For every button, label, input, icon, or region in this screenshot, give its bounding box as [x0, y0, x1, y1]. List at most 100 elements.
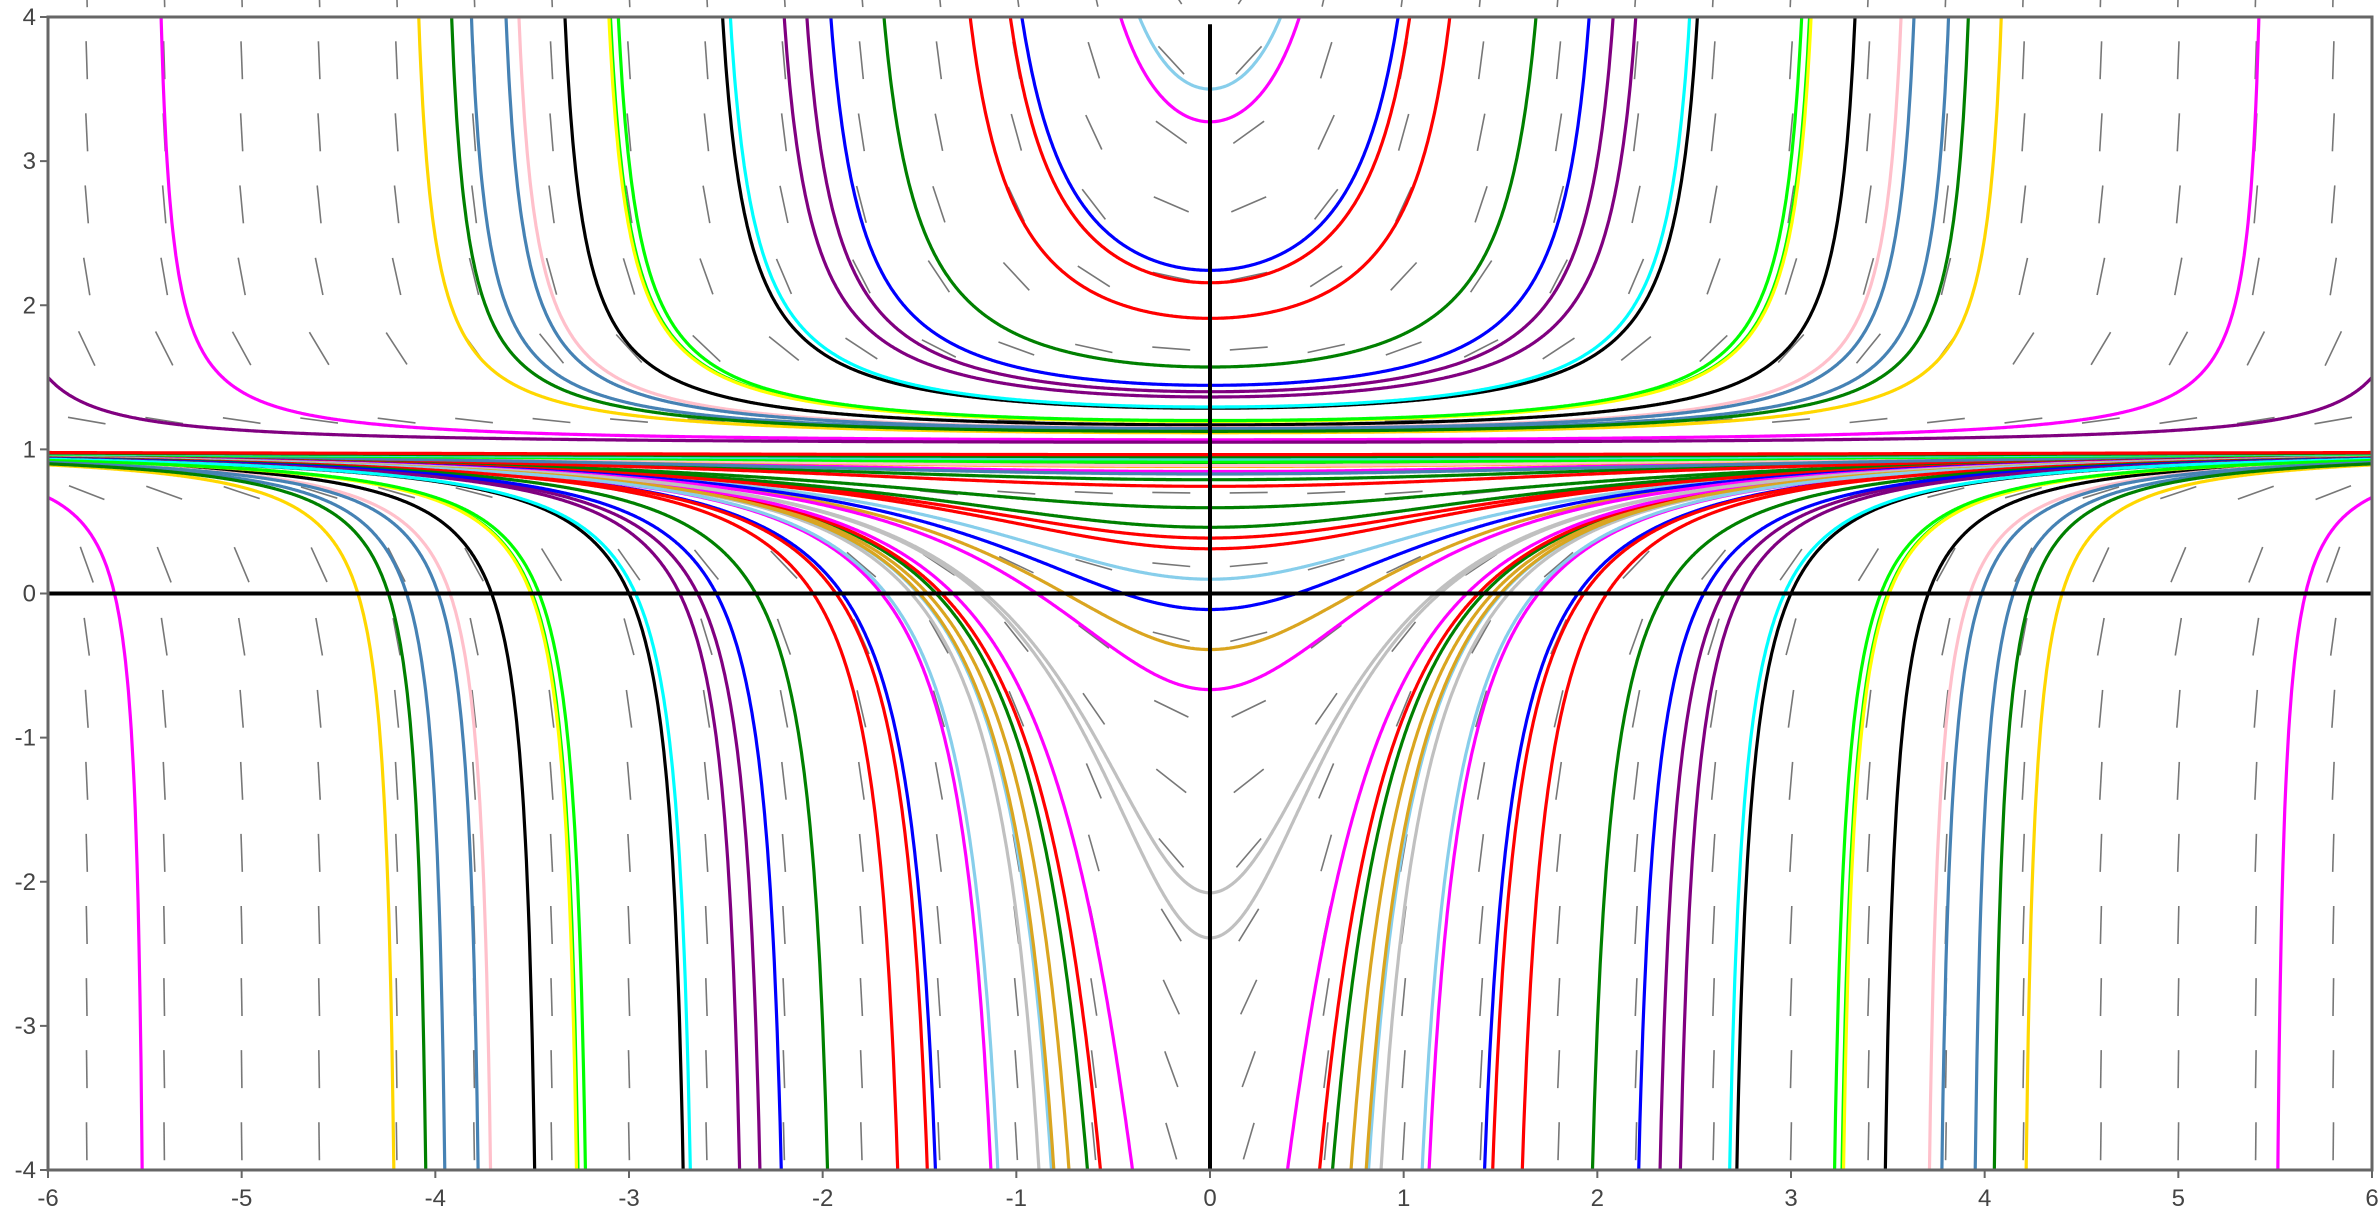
slope-segment — [859, 978, 864, 1017]
slope-segment — [781, 41, 787, 80]
slope-segment — [1232, 120, 1265, 145]
x-tick-label: 5 — [2172, 1185, 2185, 1212]
slope-segment — [1633, 761, 1639, 800]
slope-segment — [2331, 833, 2335, 872]
slope-segment — [1090, 1050, 1097, 1089]
slope-segment — [1087, 41, 1101, 79]
slope-segment — [997, 490, 1036, 495]
slope-segment — [1944, 1122, 1947, 1161]
slope-segment — [2098, 185, 2104, 224]
slope-segment — [1087, 834, 1100, 872]
slope-segment — [1230, 271, 1268, 282]
slope-segment — [1153, 196, 1190, 213]
slope-segment — [2022, 978, 2025, 1017]
slope-segment — [626, 113, 632, 152]
slope-segment — [1555, 41, 1562, 80]
slope-segment — [1942, 185, 1949, 224]
y-tick-label: 0 — [23, 581, 36, 608]
slope-segment — [1707, 618, 1720, 656]
slope-segment — [1927, 487, 1965, 499]
slope-segment — [921, 339, 957, 358]
slope-segment — [2237, 485, 2274, 500]
slope-segment — [1944, 0, 1947, 8]
slope-segment — [1471, 619, 1492, 654]
y-tick-label: 2 — [23, 292, 36, 319]
slope-segment — [162, 41, 166, 80]
slope-segment — [1712, 1122, 1715, 1161]
slope-segment — [1152, 631, 1190, 643]
slope-segment — [1634, 1122, 1638, 1161]
slope-segment — [2332, 905, 2335, 945]
slope-segment — [455, 417, 493, 424]
slope-segment — [1307, 343, 1345, 354]
slope-segment — [1943, 113, 1949, 152]
slope-segment — [2021, 41, 2025, 80]
slope-segment — [1164, 1051, 1179, 1088]
slope-segment — [2330, 185, 2336, 224]
slope-segment — [1789, 978, 1793, 1017]
slope-segment — [1178, 0, 1183, 5]
slope-segment — [2176, 833, 2180, 872]
slope-segment — [1007, 186, 1026, 222]
slope-segment — [1322, 978, 1330, 1016]
slope-segment — [2324, 330, 2343, 367]
slope-segment — [393, 185, 400, 224]
slope-segment — [2329, 617, 2337, 656]
slope-segment — [84, 185, 90, 224]
slope-segment — [318, 1122, 321, 1161]
slope-segment — [239, 761, 244, 800]
slope-segment — [2099, 905, 2103, 945]
slope-segment — [782, 1050, 786, 1089]
slope-segment — [532, 417, 571, 424]
slope-segment — [932, 690, 946, 728]
tick-labels: -6 -5 -4 -3 -2 -1 0 1 2 3 4 5 6 -4 -3 -2 -1 0 1 2 3 4 — [15, 4, 2378, 1212]
slope-segment — [693, 549, 720, 581]
slope-segment — [703, 113, 710, 152]
slope-segment — [550, 1122, 553, 1161]
slope-segment — [1555, 761, 1563, 800]
slope-segment — [782, 1122, 786, 1161]
slope-segment — [1010, 113, 1023, 151]
slope-segment — [2099, 833, 2103, 872]
slope-segment — [455, 487, 493, 499]
slope-segment — [2004, 486, 2042, 499]
x-tick-label: 6 — [2365, 1185, 2378, 1212]
slope-field — [67, 0, 2353, 1161]
slope-segment — [317, 833, 321, 872]
slope-segment — [1632, 113, 1640, 152]
slope-segment — [1866, 833, 1871, 872]
slope-segment — [1866, 113, 1871, 152]
slope-segment — [1711, 0, 1714, 8]
slope-segment — [239, 689, 244, 728]
slope-segment — [1553, 690, 1564, 728]
slope-segment — [1017, 0, 1020, 8]
slope-segment — [2021, 833, 2025, 872]
slope-segment — [1627, 258, 1645, 295]
slope-segment — [851, 259, 871, 294]
slope-segment — [860, 1122, 863, 1161]
slope-segment — [1865, 185, 1872, 224]
slope-segment — [85, 905, 88, 945]
slope-segment — [395, 1050, 398, 1089]
slope-segment — [700, 618, 713, 656]
slope-segment — [859, 1050, 863, 1089]
slope-segment — [859, 905, 864, 944]
slope-segment — [2004, 417, 2043, 424]
slope-segment — [1014, 1050, 1019, 1089]
slope-segment — [317, 113, 322, 152]
slope-segment — [1463, 339, 1499, 358]
slope-segment — [317, 41, 321, 80]
slope-segment — [1085, 114, 1103, 150]
slope-segment — [310, 547, 328, 583]
slope-segment — [1556, 905, 1561, 944]
slope-segment — [1014, 1122, 1019, 1161]
slope-segment — [2332, 0, 2334, 8]
slope-segment — [1788, 761, 1794, 800]
slope-segment — [2254, 0, 2257, 8]
slope-segment — [163, 1050, 166, 1089]
slope-segment — [85, 1050, 88, 1089]
slope-segment — [706, 0, 709, 8]
slope-segment — [1941, 617, 1951, 656]
slope-segment — [625, 689, 633, 728]
slope-segment — [551, 0, 554, 8]
